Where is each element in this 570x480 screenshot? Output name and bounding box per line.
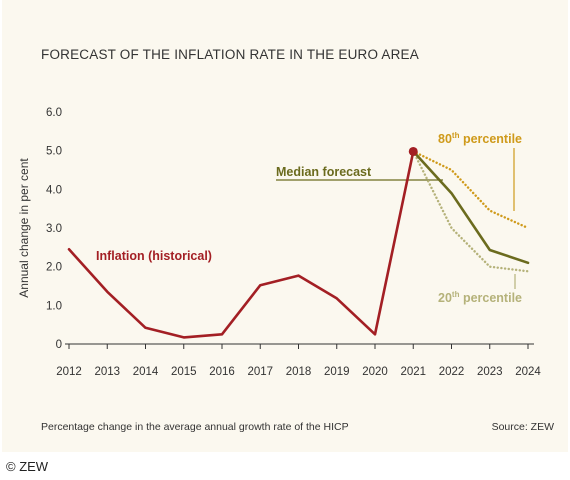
y-tick-label: 4.0 [46, 184, 62, 196]
x-tick-label: 2018 [286, 366, 312, 378]
y-axis-title: Annual change in per cent [17, 158, 31, 298]
x-tick-label: 2012 [56, 366, 82, 378]
series-line-solid [411, 150, 530, 265]
x-tick-label: 2019 [324, 366, 350, 378]
chart-source: Source: ZEW [491, 421, 554, 433]
label-20th-percentile: 20th percentile [438, 290, 522, 305]
y-tick-label: 6.0 [46, 107, 62, 119]
x-tick-label: 2024 [515, 366, 541, 378]
chart-title: FORECAST OF THE INFLATION RATE IN THE EU… [41, 47, 419, 62]
series-line-solid [67, 150, 415, 339]
x-tick-label: 2023 [477, 366, 503, 378]
y-tick-label: 3.0 [46, 223, 62, 235]
axes: 0 1.0 2.0 3.0 4.0 5.0 6.0 2012 2013 2014 2015 2016 2… [17, 107, 541, 378]
chart-footnote: Percentage change in the average annual … [41, 421, 349, 433]
x-tick-label: 2021 [400, 366, 426, 378]
x-tick-label: 2015 [171, 366, 197, 378]
label-80th-percentile: 80th percentile [438, 131, 522, 146]
series-lines [67, 146, 530, 339]
x-tick-label: 2013 [94, 366, 120, 378]
series-line-percentile [412, 150, 530, 230]
annotation-leaders [276, 148, 516, 289]
x-tick-label: 2014 [133, 366, 159, 378]
label-median-forecast: Median forecast [276, 165, 372, 179]
x-tick-label: 2022 [439, 366, 465, 378]
x-tick-label: 2016 [209, 366, 235, 378]
peak-marker [408, 146, 418, 156]
y-tick-label: 0 [56, 339, 62, 351]
label-inflation-historical: Inflation (historical) [96, 249, 212, 263]
y-tick-label: 2.0 [46, 262, 62, 274]
y-tick-label: 1.0 [46, 300, 62, 312]
copyright-notice: © ZEW [6, 459, 49, 474]
x-tick-label: 2017 [247, 366, 273, 378]
y-tick-label: 5.0 [46, 146, 62, 158]
inflation-chart: 0 1.0 2.0 3.0 4.0 5.0 6.0 2012 2013 2014 2015 2016 2… [17, 107, 541, 378]
annotations: Inflation (historical) Median forecast 80t… [96, 131, 522, 305]
x-tick-label: 2020 [362, 366, 388, 378]
series-line-percentile [412, 150, 530, 273]
